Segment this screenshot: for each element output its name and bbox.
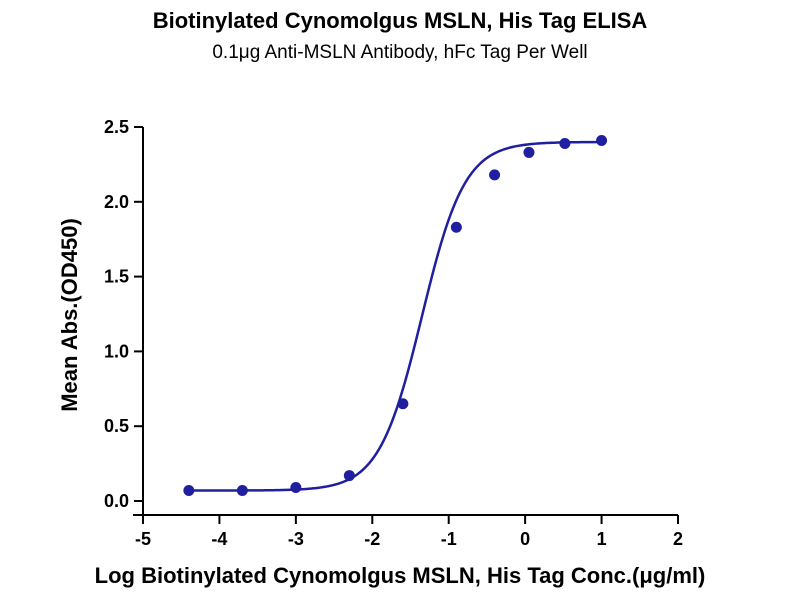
y-axis-label: Mean Abs.(OD450) [57,218,82,412]
x-tick-label: 0 [520,529,530,549]
x-tick-label: -3 [288,529,304,549]
y-tick-label: 0.5 [104,416,129,436]
data-point [343,470,355,482]
data-point [397,398,409,410]
x-tick-label: 2 [673,529,683,549]
chart-title: Biotinylated Cynomolgus MSLN, His Tag EL… [152,8,648,33]
x-tick-label: -2 [364,529,380,549]
x-tick-label: -5 [135,529,151,549]
data-point [596,134,608,146]
data-point [523,146,535,158]
x-tick-label: 1 [597,529,607,549]
y-tick-label: 1.5 [104,267,129,287]
y-tick-label: 2.5 [104,117,129,137]
data-point [236,485,248,497]
data-point [183,485,195,497]
y-tick-label: 2.0 [104,192,129,212]
data-point [450,221,462,233]
data-point [489,169,501,181]
y-tick-label: 1.0 [104,341,129,361]
chart-subtitle: 0.1μg Anti-MSLN Antibody, hFc Tag Per We… [212,42,588,63]
data-point [559,137,571,149]
x-axis-label: Log Biotinylated Cynomolgus MSLN, His Ta… [94,563,706,588]
y-tick-label: 0.0 [104,491,129,511]
data-point [290,482,302,494]
fit-curve [188,140,602,492]
x-tick-label: -4 [211,529,227,549]
x-tick-label: -1 [441,529,457,549]
